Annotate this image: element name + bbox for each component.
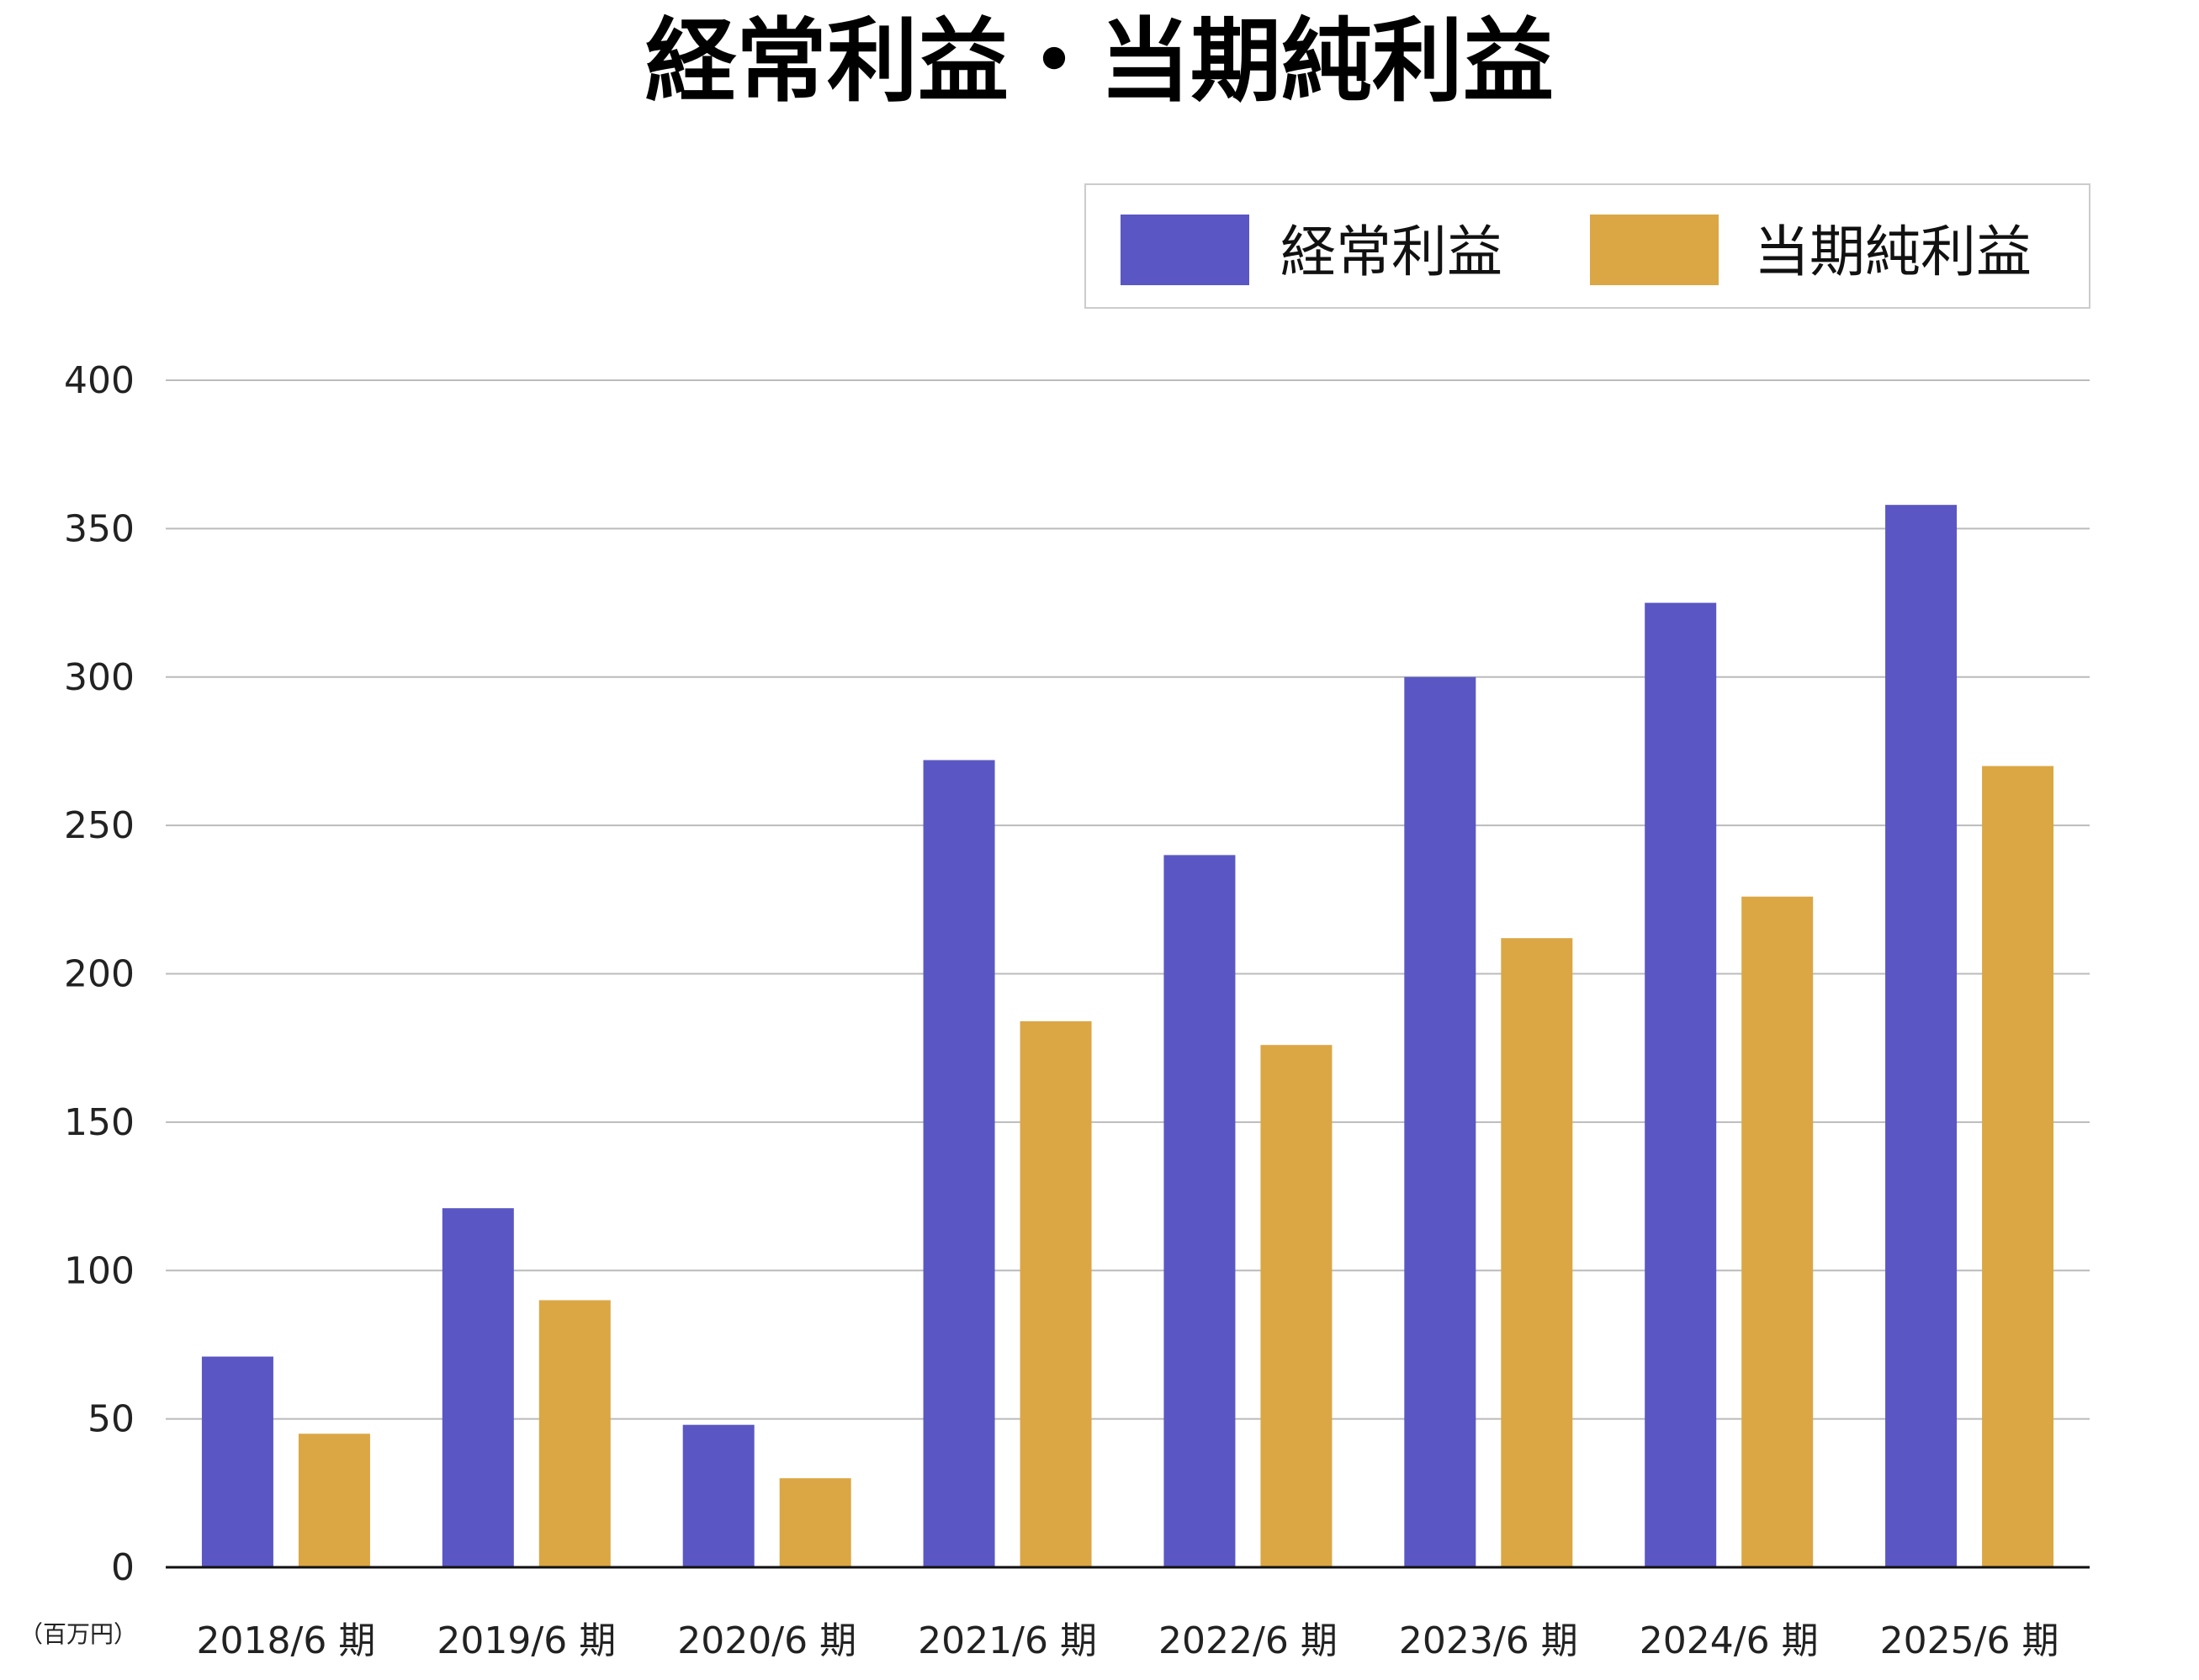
bar-ordinary-profit-2025 [1885, 505, 1958, 1567]
bar-ordinary-profit-2020 [682, 1424, 755, 1567]
y-tick-label: 150 [64, 1101, 135, 1144]
legend: 経常利益 当期純利益 [1084, 183, 2090, 309]
legend-label-ordinary-profit: 経常利益 [1280, 220, 1502, 284]
bar-net-profit-2023 [1501, 938, 1573, 1567]
x-tick-label: 2021/6 期 [918, 1619, 1097, 1662]
y-tick-label: 250 [64, 804, 135, 847]
y-tick-label: 400 [64, 359, 135, 402]
chart-title: 経常利益・当期純利益 [645, 9, 1554, 114]
bars [201, 505, 2054, 1567]
y-axis-ticks: 0 50 100 150 200 250 300 350 400 [64, 359, 135, 1589]
y-tick-label: 350 [64, 507, 135, 550]
bar-net-profit-2024 [1741, 896, 1814, 1567]
y-tick-label: 300 [64, 656, 135, 699]
x-tick-label: 2019/6 期 [437, 1619, 616, 1662]
x-tick-label: 2022/6 期 [1158, 1619, 1338, 1662]
bar-net-profit-2022 [1260, 1045, 1333, 1567]
bar-net-profit-2025 [1982, 766, 2054, 1567]
y-tick-label: 200 [64, 953, 135, 996]
x-tick-label: 2020/6 期 [677, 1619, 856, 1662]
bar-ordinary-profit-2023 [1404, 676, 1476, 1567]
bar-ordinary-profit-2024 [1645, 602, 1717, 1567]
legend-label-net-profit: 当期純利益 [1754, 220, 2032, 284]
legend-box [1084, 183, 2090, 309]
bar-ordinary-profit-2021 [923, 760, 995, 1567]
bar-ordinary-profit-2018 [201, 1356, 273, 1567]
y-tick-label: 0 [111, 1546, 135, 1589]
x-tick-label: 2018/6 期 [197, 1619, 376, 1662]
bar-net-profit-2018 [298, 1434, 370, 1567]
y-tick-label: 50 [87, 1398, 135, 1441]
x-tick-label: 2023/6 期 [1399, 1619, 1578, 1662]
x-tick-label: 2024/6 期 [1640, 1619, 1819, 1662]
legend-swatch-net-profit [1590, 215, 1719, 285]
legend-swatch-ordinary-profit [1121, 215, 1249, 285]
bar-net-profit-2021 [1020, 1020, 1092, 1567]
bar-net-profit-2020 [779, 1478, 851, 1567]
x-axis-ticks: 2018/6 期 2019/6 期 2020/6 期 2021/6 期 2022/6 期… [197, 1619, 2059, 1662]
x-tick-label: 2025/6 期 [1880, 1619, 2059, 1662]
y-tick-label: 100 [64, 1249, 135, 1292]
unit-label: （百万円） [19, 1620, 137, 1648]
bar-net-profit-2019 [538, 1300, 611, 1567]
bar-ordinary-profit-2022 [1163, 855, 1236, 1567]
bar-ordinary-profit-2019 [442, 1208, 514, 1567]
